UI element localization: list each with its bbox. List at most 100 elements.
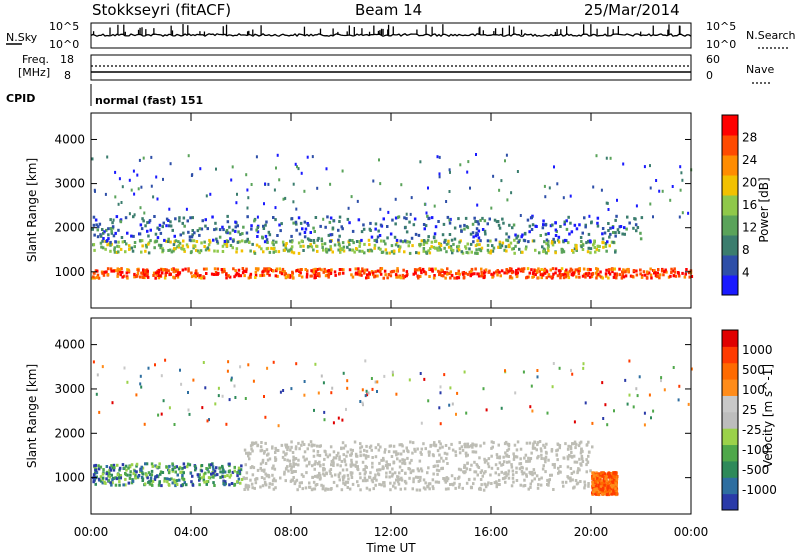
velocity-cell: [329, 472, 332, 475]
velocity-cell: [290, 468, 293, 471]
velocity-cell: [434, 480, 438, 484]
power-cell: [389, 274, 393, 278]
velocity-cell: [351, 471, 354, 475]
power-cell: [566, 271, 570, 275]
velocity-cell: [154, 464, 157, 468]
power-cell: [621, 273, 624, 277]
power-cell: [167, 269, 170, 273]
power-cell: [515, 269, 518, 272]
velocity-cell: [247, 484, 250, 488]
velocity-cell: [456, 391, 459, 395]
velocity-cell: [566, 455, 570, 459]
velocity-cell: [424, 487, 427, 491]
power-cell: [97, 225, 100, 229]
velocity-cell: [603, 486, 606, 490]
power-cell: [312, 248, 315, 252]
power-cell: [186, 245, 190, 249]
power-cell: [622, 162, 625, 166]
power-cell: [488, 269, 491, 273]
power-cell: [187, 269, 190, 273]
power-cell: [273, 188, 276, 192]
velocity-cell: [212, 475, 215, 479]
velocity-cell: [381, 467, 384, 471]
velocity-cell: [168, 469, 171, 473]
power-cell: [198, 227, 202, 231]
power-cell: [284, 272, 287, 276]
velocity-cell: [523, 471, 526, 475]
velocity-cell: [94, 482, 97, 486]
power-cell: [113, 246, 116, 250]
power-cell: [156, 236, 160, 240]
power-cell: [341, 248, 345, 252]
velocity-cell: [480, 469, 484, 473]
power-cell: [146, 275, 150, 279]
power-cell: [605, 201, 608, 205]
power-cell: [419, 275, 422, 278]
velocity-cell: [550, 449, 554, 453]
power-cell: [470, 272, 474, 276]
velocity-cell: [101, 481, 104, 485]
power-cell: [613, 267, 616, 271]
velocity-cell: [113, 466, 116, 470]
power-cell: [394, 216, 398, 220]
velocity-cell: [237, 470, 241, 474]
power-cell: [161, 268, 165, 271]
velocity-cell: [410, 458, 413, 462]
power-cell: [509, 275, 512, 278]
power-cell: [140, 271, 143, 275]
velocity-cell: [318, 454, 321, 457]
velocity-cell: [389, 488, 392, 492]
velocity-cell: [385, 471, 388, 475]
power-cell: [200, 227, 204, 231]
velocity-cell: [319, 463, 322, 467]
x-tick-label: 16:00: [474, 525, 509, 539]
velocity-cell: [312, 480, 316, 484]
velocity-cell: [301, 487, 304, 491]
power-cell: [94, 218, 98, 222]
power-cell: [161, 248, 165, 252]
velocity-cell: [94, 463, 97, 467]
velocity-cell: [159, 472, 162, 476]
velocity-cell: [163, 477, 167, 481]
velocity-cell: [342, 478, 345, 482]
velocity-cell: [497, 473, 501, 477]
power-cell: [202, 275, 205, 279]
velocity-cell: [350, 458, 353, 462]
velocity-cell: [383, 450, 386, 454]
velocity-cell: [603, 483, 606, 487]
velocity-cell: [594, 477, 597, 481]
power-cell: [92, 243, 96, 247]
power-cell: [587, 246, 590, 250]
power-cell: [471, 222, 475, 226]
velocity-cell: [479, 478, 483, 481]
power-cell: [245, 267, 248, 271]
power-cell: [413, 217, 417, 221]
velocity-cell: [317, 391, 320, 395]
velocity-cell: [312, 449, 315, 453]
power-cell: [159, 246, 162, 250]
velocity-cell: [529, 457, 533, 460]
power-cell: [620, 276, 624, 280]
power-cell: [97, 276, 101, 280]
velocity-cell: [205, 482, 208, 486]
power-cell: [588, 239, 592, 243]
velocity-cell: [594, 479, 597, 483]
power-cell: [616, 198, 618, 202]
power-cell: [508, 223, 511, 227]
power-cell: [515, 275, 519, 279]
velocity-cell: [581, 460, 585, 463]
velocity-cell: [271, 473, 274, 477]
power-cell: [476, 203, 479, 207]
velocity-cell: [596, 493, 600, 496]
power-cell: [207, 248, 211, 252]
power-cell: [262, 269, 265, 273]
y-tick-label: 2000: [54, 221, 85, 235]
velocity-cell: [295, 362, 298, 366]
power-cell: [557, 240, 561, 244]
power-cell: [177, 244, 181, 247]
nsearch-tick-top: 10^5: [706, 20, 736, 33]
power-cell: [163, 276, 167, 280]
power-cell: [255, 243, 259, 247]
velocity-cell: [600, 479, 603, 483]
power-cell: [171, 228, 174, 232]
